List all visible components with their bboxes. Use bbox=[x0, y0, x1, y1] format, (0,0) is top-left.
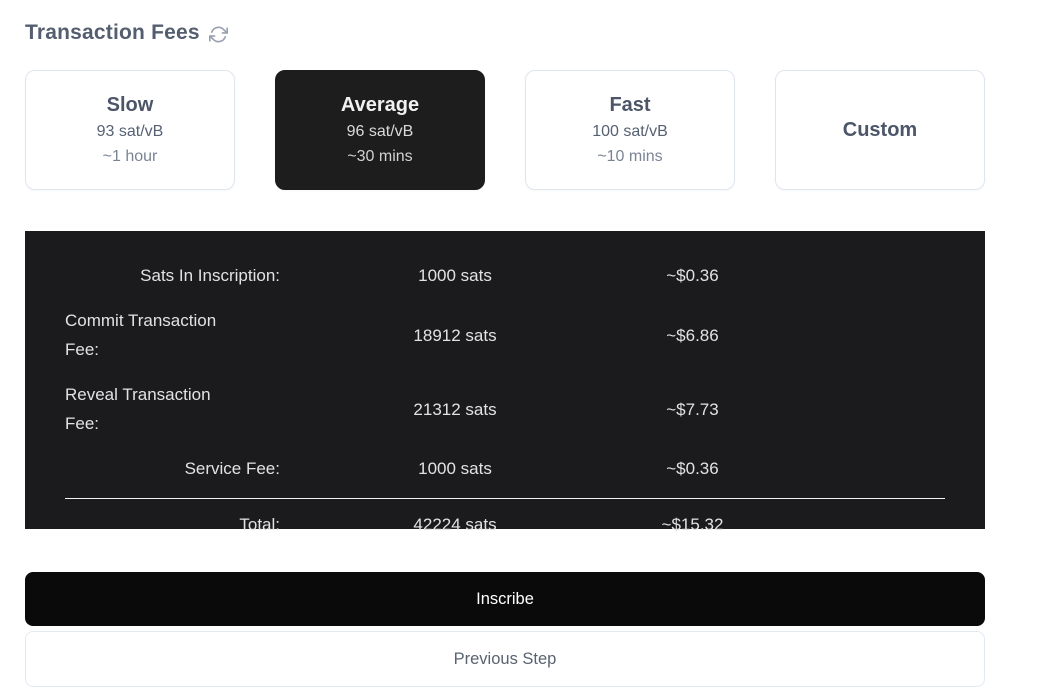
total-divider bbox=[65, 498, 945, 499]
fee-option-rate: 100 sat/vB bbox=[592, 122, 668, 140]
fee-row-usd-value: ~$7.73 bbox=[666, 399, 719, 419]
fee-row-label: Sats In Inscription: bbox=[140, 266, 280, 285]
fee-rows: Sats In Inscription: 1000 sats ~$0.36 Co… bbox=[65, 253, 945, 491]
fee-option-eta: ~10 mins bbox=[597, 147, 663, 165]
fee-row-label: Reveal Transaction Fee: bbox=[65, 385, 211, 433]
transaction-fees-panel: Transaction Fees Slow 93 sat/vB ~1 hour … bbox=[25, 0, 985, 687]
fee-option-average[interactable]: Average 96 sat/vB ~30 mins bbox=[275, 70, 485, 190]
fee-row-sats-value: 21312 sats bbox=[413, 399, 497, 419]
fee-option-slow[interactable]: Slow 93 sat/vB ~1 hour bbox=[25, 70, 235, 190]
fee-row: Sats In Inscription: 1000 sats ~$0.36 bbox=[65, 253, 945, 298]
fee-option-fast[interactable]: Fast 100 sat/vB ~10 mins bbox=[525, 70, 735, 190]
fee-option-eta: ~1 hour bbox=[102, 147, 158, 165]
total-sats-value: 42224 sats bbox=[413, 515, 497, 534]
fee-option-rate: 96 sat/vB bbox=[346, 122, 414, 140]
fee-option-eta: ~30 mins bbox=[347, 147, 413, 165]
fee-row-label: Service Fee: bbox=[184, 459, 280, 478]
fee-row-usd-value: ~$0.36 bbox=[666, 266, 719, 285]
fee-row: Reveal Transaction Fee: 21312 sats ~$7.7… bbox=[65, 372, 945, 446]
fee-option-custom[interactable]: Custom bbox=[775, 70, 985, 190]
fee-row-sats-value: 18912 sats bbox=[413, 325, 497, 345]
total-row: Total: 42224 sats ~$15.32 bbox=[65, 502, 945, 547]
page-title: Transaction Fees bbox=[25, 21, 200, 44]
total-label: Total: bbox=[239, 515, 280, 534]
fee-row-sats-value: 1000 sats bbox=[418, 459, 492, 478]
fee-row-usd-value: ~$0.36 bbox=[666, 459, 719, 478]
previous-step-button[interactable]: Previous Step bbox=[25, 631, 985, 687]
fee-row: Service Fee: 1000 sats ~$0.36 bbox=[65, 446, 945, 491]
refresh-icon[interactable] bbox=[208, 25, 228, 44]
total-usd-value: ~$15.32 bbox=[661, 515, 724, 534]
fee-row: Commit Transaction Fee: 18912 sats ~$6.8… bbox=[65, 298, 945, 372]
fee-option-label: Slow bbox=[106, 93, 154, 116]
inscribe-button[interactable]: Inscribe bbox=[25, 572, 985, 626]
fee-option-label: Custom bbox=[842, 118, 918, 141]
fee-options: Slow 93 sat/vB ~1 hour Average 96 sat/vB… bbox=[25, 70, 985, 190]
fee-option-rate: 93 sat/vB bbox=[96, 122, 164, 140]
fee-row-label: Commit Transaction Fee: bbox=[65, 311, 217, 359]
fee-summary-table: Sats In Inscription: 1000 sats ~$0.36 Co… bbox=[25, 231, 985, 534]
title-row: Transaction Fees bbox=[25, 21, 985, 45]
fee-option-label: Average bbox=[340, 93, 420, 116]
fee-option-label: Fast bbox=[609, 93, 651, 116]
fee-row-sats-value: 1000 sats bbox=[418, 266, 492, 285]
fee-row-usd-value: ~$6.86 bbox=[666, 325, 719, 345]
